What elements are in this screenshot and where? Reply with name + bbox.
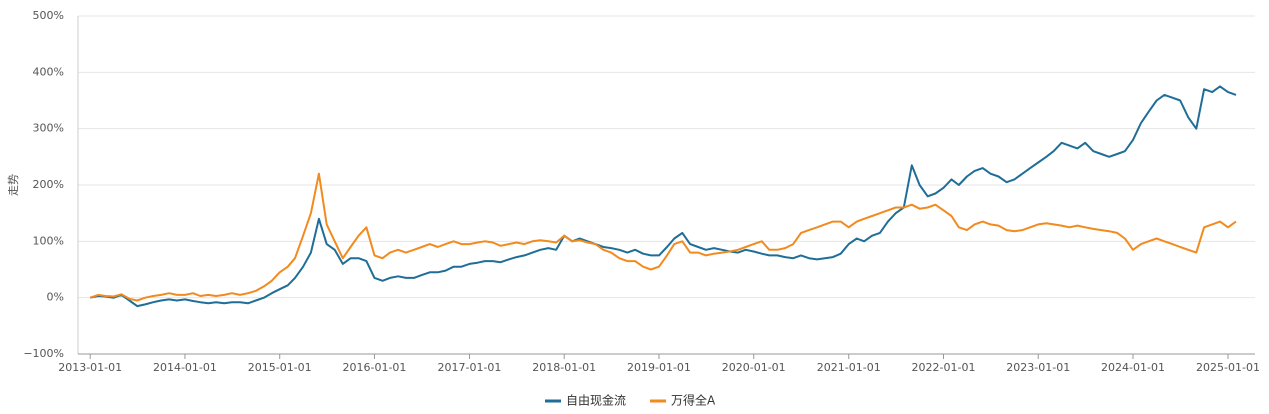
x-tick-label: 2022-01-01 — [912, 361, 976, 374]
x-tick-label: 2024-01-01 — [1101, 361, 1165, 374]
y-tick-label: 100% — [33, 234, 64, 247]
x-tick-label: 2020-01-01 — [722, 361, 786, 374]
legend-label: 自由现金流 — [566, 393, 626, 408]
y-tick-label: 400% — [33, 65, 64, 78]
x-tick-label: 2025-01-01 — [1196, 361, 1260, 374]
x-tick-label: 2014-01-01 — [153, 361, 217, 374]
y-tick-label: 200% — [33, 178, 64, 191]
y-axis-label: 走势 — [7, 174, 20, 196]
x-tick-label: 2023-01-01 — [1006, 361, 1070, 374]
series-line — [89, 172, 1237, 302]
x-tick-label: 2016-01-01 — [342, 361, 406, 374]
legend-label: 万得全A — [671, 393, 716, 408]
x-tick-label: 2021-01-01 — [817, 361, 881, 374]
series-line — [89, 85, 1237, 308]
y-tick-label: 0% — [47, 291, 64, 304]
x-tick-label: 2015-01-01 — [248, 361, 312, 374]
y-tick-label: 300% — [33, 122, 64, 135]
x-tick-label: 2018-01-01 — [532, 361, 596, 374]
y-tick-label: 500% — [33, 9, 64, 22]
x-tick-label: 2017-01-01 — [437, 361, 501, 374]
x-tick-label: 2019-01-01 — [627, 361, 691, 374]
y-tick-label: −100% — [23, 347, 64, 360]
x-tick-label: 2013-01-01 — [58, 361, 122, 374]
